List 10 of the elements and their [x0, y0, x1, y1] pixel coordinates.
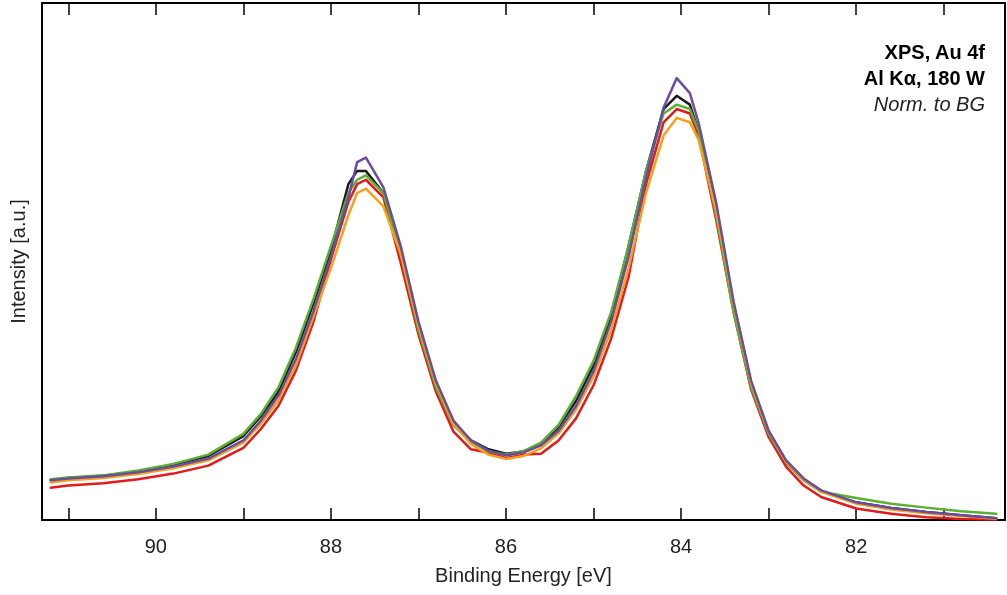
text: XPS, Au 4f: [884, 41, 986, 63]
x-tick-label: 82: [845, 535, 868, 557]
x-tick-label: 90: [144, 535, 167, 557]
annotation: Norm. to BG: [873, 93, 985, 115]
x-tick-label: 88: [319, 535, 343, 557]
annotation: Al Kα, 180 W: [863, 67, 986, 89]
x-tick-label: 86: [494, 535, 518, 557]
x-axis-title: Binding Energy [eV]: [435, 564, 612, 586]
y-axis-title: Intensity [a.u.]: [7, 199, 29, 324]
x-tick-label: 84: [669, 535, 693, 557]
